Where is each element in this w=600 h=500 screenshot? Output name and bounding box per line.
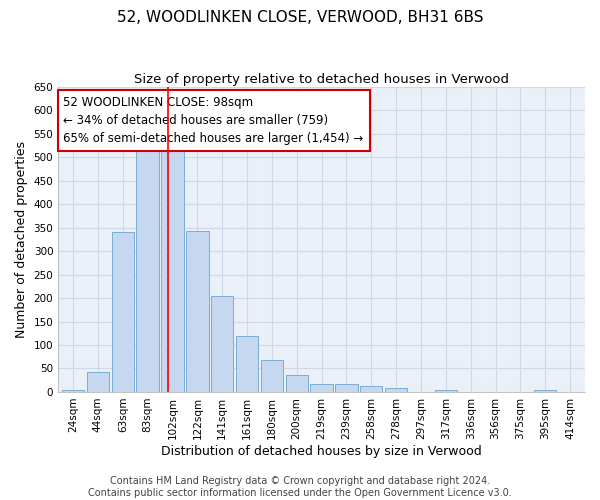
Bar <box>260 360 283 392</box>
Bar <box>534 390 556 392</box>
Text: 52, WOODLINKEN CLOSE, VERWOOD, BH31 6BS: 52, WOODLINKEN CLOSE, VERWOOD, BH31 6BS <box>117 10 483 25</box>
Bar <box>186 232 209 392</box>
Text: Contains HM Land Registry data © Crown copyright and database right 2024.
Contai: Contains HM Land Registry data © Crown c… <box>88 476 512 498</box>
Bar <box>161 140 184 392</box>
Bar <box>236 336 258 392</box>
Bar <box>87 372 109 392</box>
Bar <box>360 386 382 392</box>
Bar <box>310 384 333 392</box>
Bar <box>434 390 457 392</box>
Bar <box>286 374 308 392</box>
X-axis label: Distribution of detached houses by size in Verwood: Distribution of detached houses by size … <box>161 444 482 458</box>
Y-axis label: Number of detached properties: Number of detached properties <box>15 141 28 338</box>
Bar <box>385 388 407 392</box>
Bar <box>335 384 358 392</box>
Bar <box>112 232 134 392</box>
Bar <box>211 296 233 392</box>
Bar <box>62 390 84 392</box>
Bar <box>136 148 159 392</box>
Text: 52 WOODLINKEN CLOSE: 98sqm
← 34% of detached houses are smaller (759)
65% of sem: 52 WOODLINKEN CLOSE: 98sqm ← 34% of deta… <box>64 96 364 145</box>
Title: Size of property relative to detached houses in Verwood: Size of property relative to detached ho… <box>134 72 509 86</box>
